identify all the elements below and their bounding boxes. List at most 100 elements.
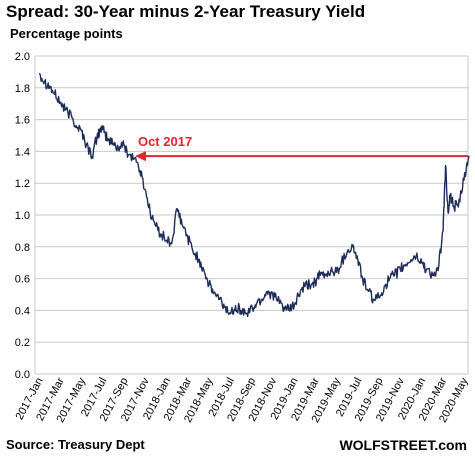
- data-point: [240, 309, 242, 311]
- data-point: [261, 298, 263, 300]
- chart-brand: WOLFSTREET.com: [339, 437, 467, 453]
- data-point: [367, 290, 369, 292]
- data-point: [298, 293, 300, 296]
- y-tick-0.0: 0.0: [15, 369, 30, 381]
- data-point: [112, 142, 114, 145]
- y-tick-1.6: 1.6: [15, 115, 30, 127]
- data-point: [203, 268, 205, 270]
- data-point: [208, 284, 210, 286]
- series-group: [39, 72, 470, 317]
- data-point: [245, 312, 247, 315]
- data-point: [198, 258, 200, 261]
- chart-title: Spread: 30-Year minus 2-Year Treasury Yi…: [6, 2, 366, 21]
- data-point: [176, 208, 178, 210]
- data-point: [319, 274, 321, 277]
- data-point: [449, 195, 452, 197]
- annotation-group: Oct 2017: [134, 134, 468, 162]
- data-point: [107, 139, 109, 141]
- data-point: [80, 130, 83, 132]
- data-point: [251, 308, 254, 310]
- data-point: [410, 258, 412, 261]
- data-point: [123, 144, 125, 146]
- chart-subtitle: Percentage points: [10, 26, 123, 41]
- data-point: [117, 147, 119, 149]
- data-point: [91, 155, 93, 157]
- data-point: [404, 265, 406, 267]
- data-point: [347, 249, 349, 251]
- data-point: [468, 155, 470, 157]
- data-point: [444, 165, 447, 167]
- data-point: [372, 298, 374, 300]
- data-point: [85, 144, 87, 146]
- x-tick-labels: 2017-Jan2017-Mar2017-May2017-Jul2017-Sep…: [14, 375, 471, 424]
- data-point: [308, 284, 311, 286]
- data-point: [213, 292, 215, 294]
- y-tick-0.4: 0.4: [15, 305, 30, 317]
- data-point: [437, 270, 439, 272]
- data-point: [155, 225, 157, 227]
- data-point: [288, 309, 290, 311]
- y-tick-0.8: 0.8: [15, 242, 30, 254]
- y-tick-1.2: 1.2: [15, 178, 30, 190]
- data-point: [171, 243, 173, 245]
- data-point: [330, 270, 332, 272]
- data-point: [149, 211, 151, 213]
- data-point: [219, 298, 221, 300]
- chart-source: Source: Treasury Dept: [6, 437, 145, 452]
- y-tick-0.6: 0.6: [15, 274, 30, 286]
- data-point: [134, 157, 136, 159]
- data-point: [139, 169, 141, 172]
- data-point: [421, 262, 423, 264]
- data-point: [304, 285, 306, 288]
- data-point: [234, 305, 237, 307]
- data-point: [383, 285, 385, 288]
- annotation-label: Oct 2017: [138, 134, 192, 149]
- data-point: [352, 246, 354, 248]
- data-point: [425, 268, 427, 270]
- data-point: [389, 278, 391, 280]
- data-point: [192, 249, 194, 251]
- y-tick-1.4: 1.4: [15, 146, 30, 158]
- series-line: [39, 73, 470, 317]
- data-point: [340, 262, 342, 264]
- annotation-arrowhead: [134, 151, 146, 162]
- data-point: [39, 72, 41, 75]
- data-point: [442, 230, 444, 232]
- data-point: [399, 268, 401, 270]
- y-tick-1.0: 1.0: [15, 210, 30, 222]
- data-point: [314, 281, 316, 283]
- y-tick-0.2: 0.2: [15, 337, 30, 349]
- data-point: [103, 131, 105, 133]
- data-point: [96, 136, 98, 138]
- data-point: [379, 297, 381, 299]
- data-point: [272, 293, 274, 296]
- data-point: [70, 115, 73, 118]
- data-point: [166, 239, 168, 242]
- data-point: [128, 153, 130, 156]
- data-point: [75, 125, 78, 127]
- data-point: [415, 255, 417, 257]
- data-point: [229, 312, 232, 315]
- data-point: [187, 236, 189, 238]
- data-point: [266, 290, 268, 292]
- data-point: [335, 271, 338, 273]
- y-tick-1.8: 1.8: [15, 83, 30, 95]
- gridlines: [34, 55, 469, 375]
- data-point: [362, 278, 364, 280]
- data-point: [181, 223, 183, 226]
- data-point: [49, 85, 51, 87]
- data-point: [64, 109, 66, 111]
- data-point: [59, 101, 61, 103]
- data-point: [325, 274, 327, 277]
- data-point: [357, 258, 359, 261]
- data-point: [43, 80, 46, 83]
- data-point: [160, 233, 162, 235]
- data-point: [447, 211, 449, 213]
- data-point: [463, 179, 465, 181]
- y-tick-2.0: 2.0: [15, 51, 30, 63]
- data-point: [452, 204, 454, 207]
- data-point: [432, 274, 434, 277]
- data-point: [223, 306, 226, 308]
- data-point: [53, 93, 56, 95]
